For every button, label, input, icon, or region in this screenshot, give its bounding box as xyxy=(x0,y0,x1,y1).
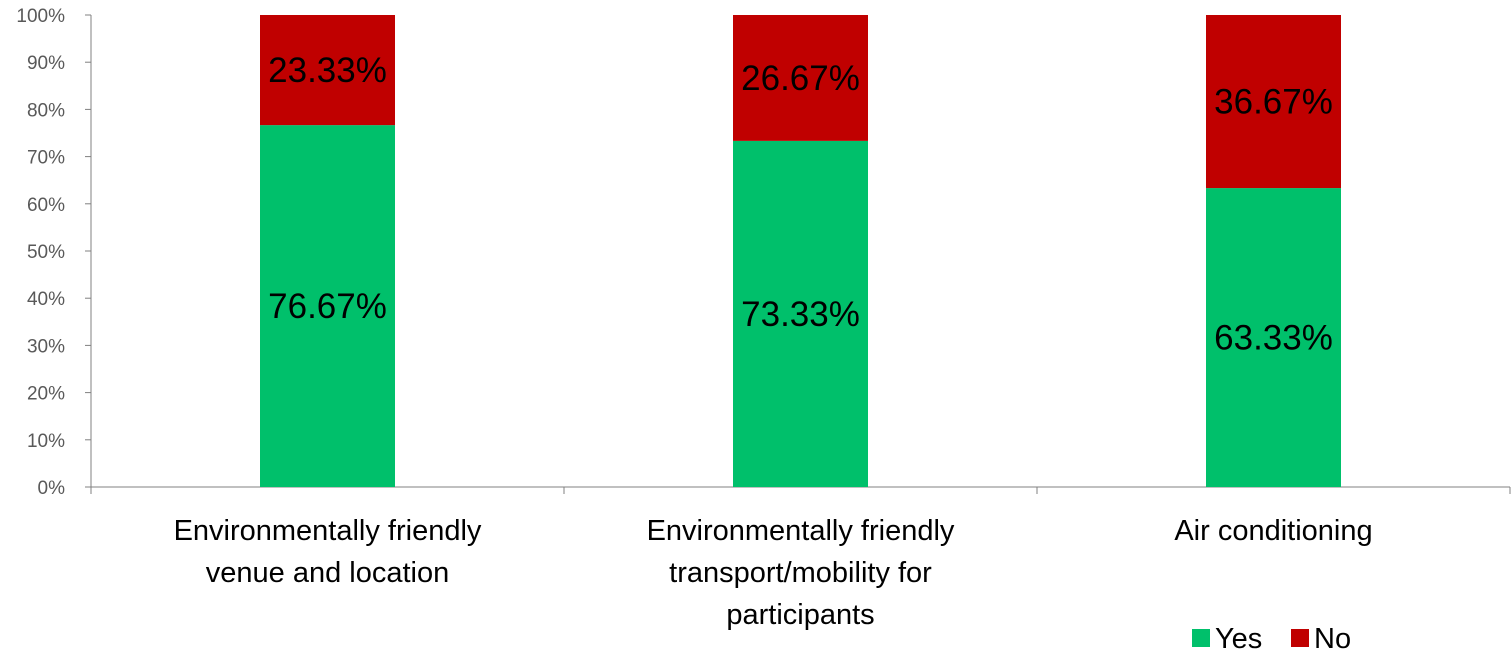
y-tick-label: 100% xyxy=(16,6,65,27)
legend-label-yes: Yes xyxy=(1215,623,1262,655)
bar-no-0 xyxy=(260,15,395,126)
data-label-yes-1: 73.33% xyxy=(741,295,860,334)
legend-swatch-no xyxy=(1291,629,1309,647)
y-tick-label: 10% xyxy=(27,431,65,452)
category-label-0: Environmentally friendly venue and locati… xyxy=(174,515,482,589)
category-labels: Environmentally friendly venue and locati… xyxy=(174,515,1373,631)
data-labels: 76.67% 23.33% 73.33% 26.67% 63.33% 36.67% xyxy=(268,51,1333,357)
x-axis xyxy=(90,486,1511,494)
y-tick-label: 20% xyxy=(27,384,65,405)
bars xyxy=(260,15,1341,488)
category-label-line: transport/mobility for xyxy=(669,557,932,589)
data-label-yes-0: 76.67% xyxy=(268,287,387,326)
category-label-line: Environmentally friendly xyxy=(174,515,482,547)
category-label-line: participants xyxy=(726,599,874,631)
category-label-1: Environmentally friendly transport/mobili… xyxy=(647,515,955,631)
category-label-line: Air conditioning xyxy=(1174,515,1372,547)
data-label-no-1: 26.67% xyxy=(741,59,860,98)
y-tick-label: 30% xyxy=(27,336,65,357)
bar-yes-0 xyxy=(260,125,395,487)
legend: Yes No xyxy=(1192,623,1351,655)
bar-yes-1 xyxy=(733,140,868,488)
category-label-line: Environmentally friendly xyxy=(647,515,955,547)
data-label-no-2: 36.67% xyxy=(1214,83,1333,122)
category-label-2: Air conditioning xyxy=(1174,515,1372,547)
y-tick-label: 70% xyxy=(27,148,65,169)
legend-label-no: No xyxy=(1314,623,1351,655)
y-tick-label: 80% xyxy=(27,100,65,121)
data-label-yes-2: 63.33% xyxy=(1214,319,1333,358)
y-tick-label: 50% xyxy=(27,242,65,263)
bar-yes-2 xyxy=(1206,188,1341,487)
data-label-no-0: 23.33% xyxy=(268,51,387,90)
y-tick-label: 0% xyxy=(38,478,66,499)
legend-swatch-yes xyxy=(1192,629,1210,647)
category-label-line: venue and location xyxy=(206,557,449,589)
y-tick-label: 40% xyxy=(27,289,65,310)
y-axis: 0% 10% 20% 30% 40% 50% 60% 70% 80% 90% 100% xyxy=(16,6,92,499)
bar-no-1 xyxy=(733,15,868,141)
bar-no-2 xyxy=(1206,15,1341,189)
y-tick-label: 90% xyxy=(27,53,65,74)
y-tick-label: 60% xyxy=(27,195,65,216)
